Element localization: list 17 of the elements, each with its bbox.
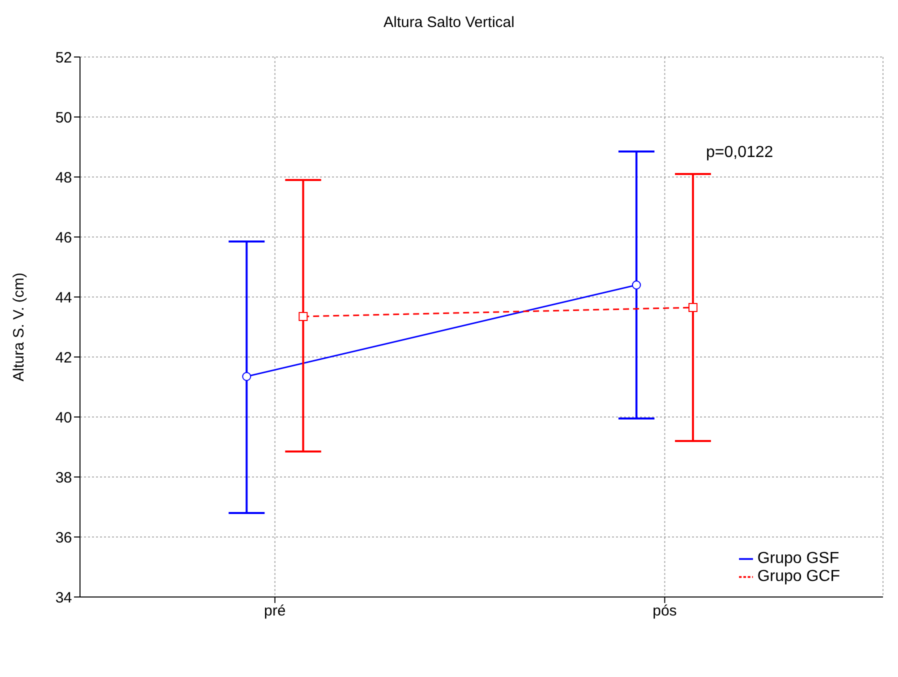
y-tick-label: 52 [55, 49, 72, 66]
y-tick-label: 38 [55, 469, 72, 486]
y-tick-label: 36 [55, 529, 72, 546]
y-tick-label: 46 [55, 229, 72, 246]
chart-title: Altura Salto Vertical [382, 14, 516, 31]
y-tick-label: 48 [55, 169, 72, 186]
y-tick-label: 42 [55, 349, 72, 366]
annotation: p=0,0122 [706, 144, 774, 162]
y-tick-label: 40 [55, 409, 72, 426]
y-tick-label: 34 [55, 589, 72, 606]
y-axis-title: Altura S. V. (cm) [10, 272, 28, 382]
x-tick-label: pré [264, 602, 286, 620]
legend-label: Grupo GCF [757, 568, 840, 585]
y-tick-label: 50 [55, 109, 72, 126]
x-tick-label: pós [652, 602, 677, 620]
legend-label: Grupo GSF [757, 550, 840, 567]
y-tick-label: 44 [55, 289, 72, 306]
